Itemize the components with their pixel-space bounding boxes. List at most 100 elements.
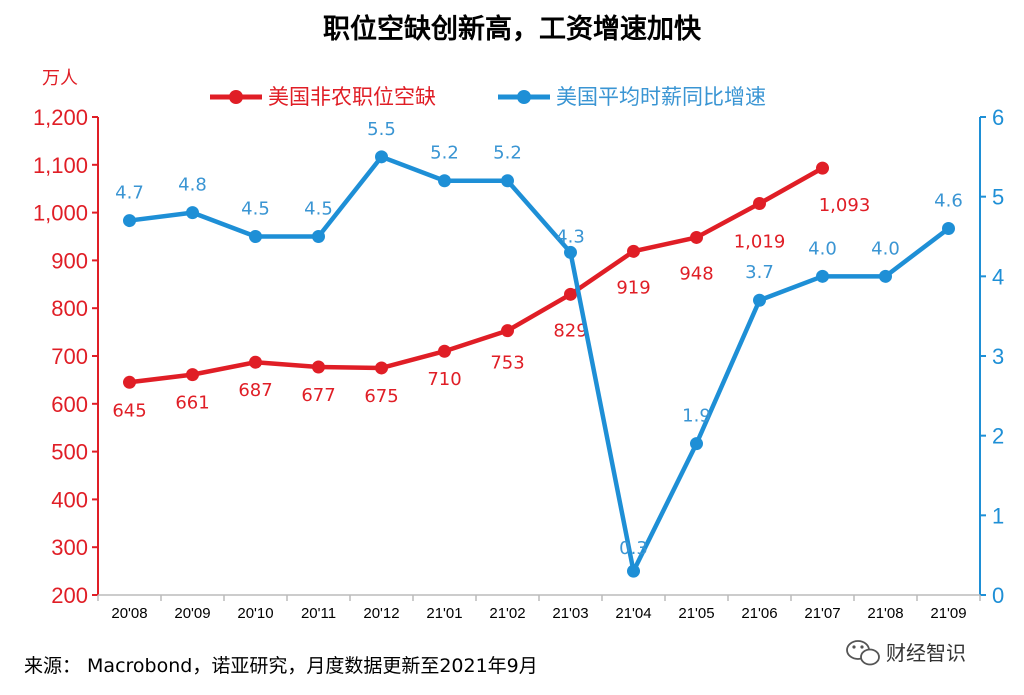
x-axis-ticks: 20'08 20'09 20'10 20'11 20'12 21'01 21'02 21'03… [97,595,981,622]
data-label: 4.3 [556,226,585,247]
x-tick-label: 20'09 [174,605,210,622]
data-point [312,360,325,374]
data-point [249,355,262,369]
left-tick-label: 300 [51,535,88,560]
right-tick-label: 2 [992,424,1004,449]
data-label: 948 [679,263,713,284]
data-point [501,324,514,338]
data-point [438,174,451,188]
right-axis-ticks: 0 1 2 3 4 5 6 [980,105,1004,608]
left-tick-label: 1,100 [33,153,88,178]
data-point [816,161,829,175]
data-label: 1,093 [819,195,871,216]
data-point [627,244,640,258]
right-tick-label: 1 [992,503,1004,528]
data-label: 4.7 [115,183,144,204]
data-point [690,230,703,244]
data-point [564,245,577,259]
data-point [375,361,388,375]
left-tick-label: 900 [51,248,88,273]
data-label: 5.2 [430,143,459,164]
data-label: 0.3 [619,538,648,559]
x-tick-label: 20'11 [301,605,336,622]
data-label: 1.9 [682,406,711,427]
data-label: 4.5 [241,199,270,220]
data-label: 645 [112,400,146,421]
data-point [942,222,955,236]
source-note: 来源： Macrobond，诺亚研究，月度数据更新至2021年9月 [24,655,538,677]
watermark: 财经智识 [846,640,966,666]
right-tick-label: 6 [992,105,1004,130]
data-point [753,197,766,211]
x-tick-label: 21'05 [678,605,714,622]
data-label: 753 [490,353,524,374]
data-point [879,269,892,283]
watermark-text: 财经智识 [886,641,966,665]
legend: 美国非农职位空缺 美国平均时薪同比增速 [210,85,766,109]
data-point [438,344,451,358]
data-label: 829 [553,320,587,341]
data-label: 4.0 [808,238,837,259]
data-point [375,150,388,164]
x-tick-label: 21'08 [867,605,903,622]
left-tick-label: 800 [51,296,88,321]
x-tick-label: 21'09 [930,605,966,622]
legend-marker-wage-growth [517,90,531,104]
data-point [186,368,199,382]
data-label: 919 [616,277,650,298]
data-point [690,437,703,451]
data-label: 5.5 [367,119,396,140]
series-wage-growth: 4.7 4.8 4.5 4.5 5.5 5.2 5.2 4.3 0.3 1.9 3.7 4.0 4.0 4… [115,119,963,578]
right-tick-label: 0 [992,583,1004,608]
x-tick-label: 21'02 [489,605,525,622]
data-point [312,230,325,243]
x-tick-label: 21'06 [741,605,777,622]
data-point [123,375,136,389]
data-label: 687 [238,380,272,401]
left-tick-label: 1,000 [33,201,88,226]
data-label: 4.0 [871,238,900,259]
legend-label-wage-growth: 美国平均时薪同比增速 [556,85,766,109]
data-label: 677 [301,385,335,406]
x-tick-label: 21'04 [615,605,651,622]
data-label: 5.2 [493,143,522,164]
left-tick-label: 400 [51,487,88,512]
data-point [186,206,199,220]
x-tick-label: 20'08 [111,605,147,622]
chart-title: 职位空缺创新高，工资增速加快 [323,13,702,45]
left-axis-unit: 万人 [42,68,78,89]
data-label: 4.8 [178,175,207,196]
data-point [816,269,829,283]
data-label: 675 [364,386,398,407]
x-tick-label: 21'07 [804,605,840,622]
left-axis-ticks: 200 300 400 500 600 700 800 900 1,000 1,100 1,200 [33,105,98,608]
left-tick-label: 700 [51,344,88,369]
data-point [249,230,262,243]
data-point [753,293,766,307]
right-tick-label: 4 [992,264,1004,289]
series-line [129,154,950,574]
left-tick-label: 200 [51,583,88,608]
wechat-icon [846,640,880,666]
series-job-openings: 645 661 687 677 675 710 753 829 919 948 1,019 1,093 [112,161,871,421]
legend-label-job-openings: 美国非农职位空缺 [268,85,436,109]
x-tick-label: 20'10 [237,605,273,622]
data-label: 4.6 [934,191,963,212]
series-line [129,166,824,385]
legend-item-job-openings: 美国非农职位空缺 [210,85,436,109]
data-point [564,287,577,301]
legend-item-wage-growth: 美国平均时薪同比增速 [498,85,766,109]
data-label: 4.5 [304,199,333,220]
left-tick-label: 500 [51,440,88,465]
right-tick-label: 3 [992,344,1004,369]
left-tick-label: 600 [51,392,88,417]
data-label: 661 [175,393,209,414]
data-point [501,174,514,188]
x-tick-label: 21'03 [552,605,588,622]
x-tick-label: 20'12 [363,605,399,622]
x-tick-label: 21'01 [426,605,462,622]
legend-marker-job-openings [229,90,243,104]
data-point [627,564,640,578]
data-label: 710 [427,369,461,390]
